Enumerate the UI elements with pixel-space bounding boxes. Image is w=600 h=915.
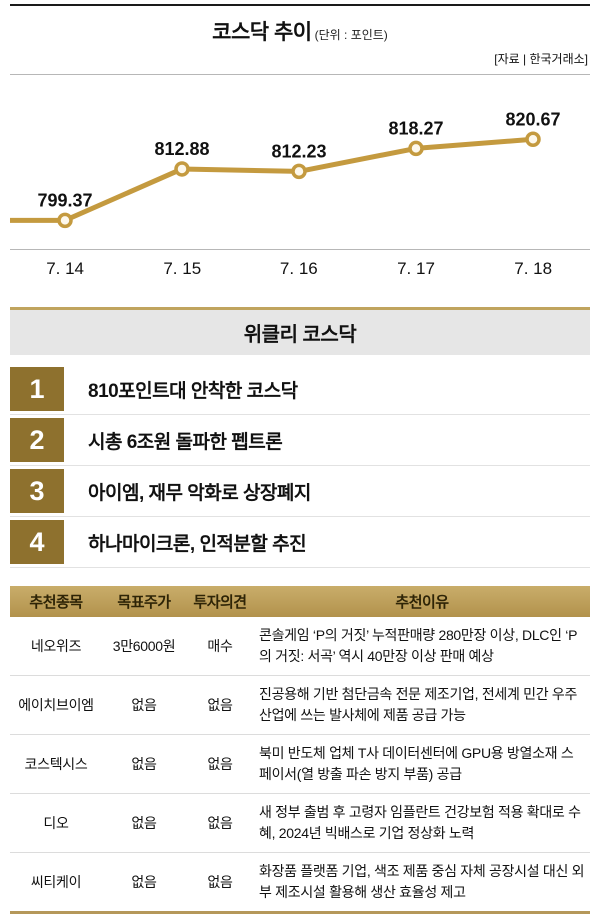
reason: 화장품 플랫폼 기업, 색조 제품 중심 자체 공장시설 대신 외부 제조시설 …: [254, 852, 590, 913]
list-item-text: 810포인트대 안착한 코스닥: [88, 380, 298, 402]
reason: 콘솔게임 ‘P의 거짓’ 누적판매량 280만장 이상, DLC인 ‘P의 거짓…: [254, 617, 590, 676]
target-price: 없음: [102, 675, 186, 735]
recommendation-table: 추천종목 목표주가 투자의견 추천이유 네오위즈 3만6000원 매수 콘솔게임…: [10, 586, 590, 914]
kosdaq-line-chart: 799.37 812.88 812.23 818.27 820.67: [10, 109, 561, 229]
x-tick-label: 7. 14: [46, 259, 84, 278]
stock-name: 디오: [10, 793, 102, 853]
target-price: 없음: [102, 734, 186, 794]
rank-badge: 3: [10, 469, 64, 513]
x-tick-label: 7. 18: [514, 259, 553, 278]
kosdaq-chart-section: 코스닥 추이 (단위 : 포인트) [자료 | 한국거래소] 799.37 812.…: [10, 4, 590, 285]
opinion: 없음: [186, 734, 254, 794]
data-point-value-label: 820.67: [505, 109, 560, 129]
list-item: 1 810포인트대 안착한 코스닥: [10, 364, 590, 415]
weekly-kosdaq-section: 위클리 코스닥 1 810포인트대 안착한 코스닥 2 시총 6조원 돌파한 펩…: [10, 307, 590, 568]
list-item-text: 시총 6조원 돌파한 펩트론: [88, 431, 283, 453]
weekly-section-title: 위클리 코스닥: [10, 307, 590, 355]
x-tick-label: 7. 17: [397, 259, 435, 278]
column-header-stock: 추천종목: [10, 586, 102, 617]
data-point-marker: [174, 161, 190, 177]
rank-badge: 4: [10, 520, 64, 564]
data-point-marker: [525, 131, 541, 148]
chart-unit-label: (단위 : 포인트): [314, 28, 388, 42]
opinion: 없음: [186, 675, 254, 735]
column-header-reason: 추천이유: [254, 586, 590, 617]
weekly-list: 1 810포인트대 안착한 코스닥 2 시총 6조원 돌파한 펩트론 3 아이엠…: [10, 364, 590, 568]
data-point-marker: [408, 140, 424, 157]
reason: 새 정부 출범 후 고령자 임플란트 건강보험 적용 확대로 수혜, 2024년…: [254, 793, 590, 853]
table-row: 씨티케이 없음 없음 화장품 플랫폼 기업, 색조 제품 중심 자체 공장시설 …: [10, 852, 590, 913]
target-price: 3만6000원: [102, 617, 186, 676]
list-item: 3 아이엠, 재무 악화로 상장폐지: [10, 466, 590, 517]
stock-name: 에이치브이엠: [10, 675, 102, 735]
target-price: 없음: [102, 793, 186, 853]
stock-name: 씨티케이: [10, 852, 102, 913]
chart-title-row: 코스닥 추이 (단위 : 포인트): [10, 6, 590, 46]
data-point-marker: [291, 163, 307, 180]
column-header-target: 목표주가: [102, 586, 186, 617]
table-row: 네오위즈 3만6000원 매수 콘솔게임 ‘P의 거짓’ 누적판매량 280만장…: [10, 617, 590, 676]
opinion: 없음: [186, 852, 254, 913]
data-point-value-label: 799.37: [37, 190, 92, 210]
list-item: 2 시총 6조원 돌파한 펩트론: [10, 415, 590, 466]
data-point-value-label: 812.23: [271, 141, 326, 161]
opinion: 매수: [186, 617, 254, 676]
table-row: 에이치브이엠 없음 없음 진공용해 기반 첨단금속 전문 제조기업, 전세계 민…: [10, 675, 590, 735]
data-point-value-label: 818.27: [388, 118, 443, 138]
recommendation-table-section: 추천종목 목표주가 투자의견 추천이유 네오위즈 3만6000원 매수 콘솔게임…: [10, 586, 590, 914]
x-tick-label: 7. 16: [279, 259, 318, 278]
column-header-opinion: 투자의견: [186, 586, 254, 617]
list-item-text: 아이엠, 재무 악화로 상장폐지: [88, 482, 311, 504]
stock-name: 네오위즈: [10, 617, 102, 676]
opinion: 없음: [186, 793, 254, 853]
chart-x-axis: 7. 14 7. 15 7. 16 7. 17 7. 18: [10, 249, 590, 285]
x-tick-label: 7. 15: [163, 259, 202, 278]
reason: 진공용해 기반 첨단금속 전문 제조기업, 전세계 민간 우주 산업에 쓰는 발…: [254, 675, 590, 735]
data-point-value-label: 812.88: [154, 139, 209, 159]
list-item-text: 하나마이크론, 인적분할 추진: [88, 533, 307, 555]
reason: 북미 반도체 업체 T사 데이터센터에 GPU용 방열소재 스페이서(열 방출 …: [254, 734, 590, 794]
table-row: 디오 없음 없음 새 정부 출범 후 고령자 임플란트 건강보험 적용 확대로 …: [10, 793, 590, 853]
chart-source: [자료 | 한국거래소]: [10, 46, 590, 75]
data-point-marker: [57, 212, 73, 229]
table-header-row: 추천종목 목표주가 투자의견 추천이유: [10, 586, 590, 617]
rank-badge: 2: [10, 418, 64, 462]
stock-name: 코스텍시스: [10, 734, 102, 794]
list-item: 4 하나마이크론, 인적분할 추진: [10, 517, 590, 568]
chart-title: 코스닥 추이: [212, 21, 312, 44]
table-row: 코스텍시스 없음 없음 북미 반도체 업체 T사 데이터센터에 GPU용 방열소…: [10, 734, 590, 794]
rank-badge: 1: [10, 367, 64, 411]
target-price: 없음: [102, 852, 186, 913]
